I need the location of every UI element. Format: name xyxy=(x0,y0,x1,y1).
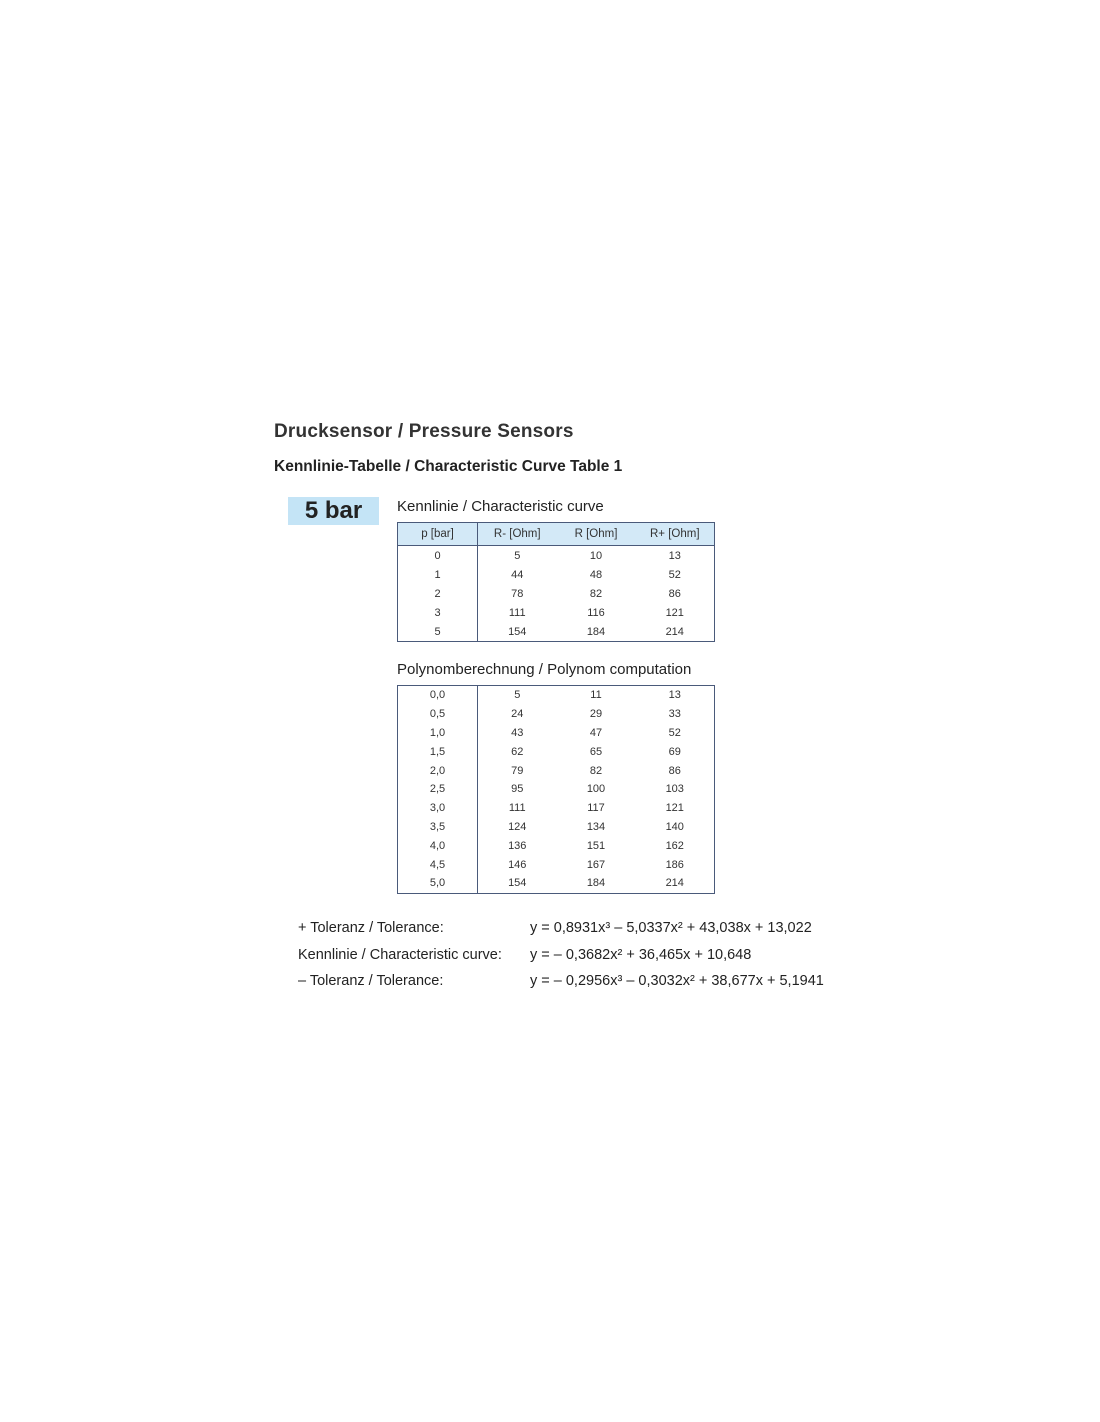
table-row: 2,0 79 82 86 xyxy=(397,761,715,780)
table-cell: 5 xyxy=(397,622,478,642)
table-row: 4,0 136 151 162 xyxy=(397,836,715,856)
table-cell: 5,0 xyxy=(397,873,478,894)
document-subtitle: Kennlinie-Tabelle / Characteristic Curve… xyxy=(274,458,623,475)
table-cell: 29 xyxy=(589,708,603,721)
table-cell: 184 xyxy=(586,877,606,890)
formula-expression: y = 0,8931x³ – 5,0337x² + 43,038x + 13,0… xyxy=(530,920,812,936)
table-row: 1 44 48 52 xyxy=(397,565,715,584)
table-cell: 134 xyxy=(586,820,606,833)
table-cell: 0,5 xyxy=(397,704,478,724)
table-cell: 3 xyxy=(397,603,478,622)
table-cell: 52 xyxy=(668,726,681,739)
table-cell: 11 xyxy=(590,689,602,702)
table-cell: 13 xyxy=(668,689,681,702)
table-cell: 13 xyxy=(668,549,681,562)
table-cell: 1 xyxy=(397,565,478,584)
table-cell: 146 xyxy=(508,858,527,871)
document-title: Drucksensor / Pressure Sensors xyxy=(274,421,574,442)
table-cell: 78 xyxy=(511,587,524,600)
table-row: 3,0 111 117 121 xyxy=(397,798,715,818)
table-cell: 44 xyxy=(511,568,524,581)
table-cell: 5 xyxy=(514,549,521,562)
table-cell: 24 xyxy=(511,708,524,721)
table-cell: 103 xyxy=(665,783,684,796)
table-cell: 154 xyxy=(508,625,527,638)
table-row: 1,0 43 47 52 xyxy=(397,723,715,743)
table-row: 1,5 62 65 69 xyxy=(397,742,715,762)
table-cell: 43 xyxy=(511,726,524,739)
table-cell: 184 xyxy=(586,625,606,638)
column-header: R- [Ohm] xyxy=(477,522,557,546)
table-cell: 82 xyxy=(589,587,603,600)
table-cell: 111 xyxy=(508,802,526,815)
table-cell: 214 xyxy=(665,625,684,638)
table-cell: 5 xyxy=(514,689,521,702)
table-row: 4,5 146 167 186 xyxy=(397,855,715,874)
table-cell: 47 xyxy=(589,726,603,739)
table-cell: 82 xyxy=(589,764,603,777)
table-cell: 2 xyxy=(397,584,478,603)
table-row: 3,5 124 134 140 xyxy=(397,817,715,837)
table-cell: 79 xyxy=(511,764,524,777)
table-cell: 167 xyxy=(586,858,606,871)
table-cell: 116 xyxy=(587,606,605,619)
table-cell: 1,5 xyxy=(397,742,478,762)
table-row: 2 78 82 86 xyxy=(397,584,715,603)
formula-label: Kennlinie / Characteristic curve: xyxy=(298,947,502,963)
table-cell: 4,5 xyxy=(397,855,478,874)
table-cell: 86 xyxy=(668,587,681,600)
table-cell: 121 xyxy=(665,606,684,619)
table-row: 0 5 10 13 xyxy=(397,545,715,565)
table-cell: 86 xyxy=(668,764,681,777)
table-cell: 48 xyxy=(589,568,603,581)
table-cell: 10 xyxy=(589,549,603,562)
table-cell: 162 xyxy=(665,839,684,852)
table-cell: 3,5 xyxy=(397,817,478,837)
column-header: R+ [Ohm] xyxy=(635,522,715,546)
table-cell: 124 xyxy=(508,820,527,833)
table-cell: 95 xyxy=(511,783,524,796)
table-header-row: p [bar] R- [Ohm] R [Ohm] R+ [Ohm] xyxy=(397,522,715,546)
table-row: 5 154 184 214 xyxy=(397,622,715,642)
table-cell: 0 xyxy=(397,545,478,565)
table-cell: 151 xyxy=(586,839,606,852)
formula-expression: y = – 0,2956x³ – 0,3032x² + 38,677x + 5,… xyxy=(530,973,824,989)
table-cell: 65 xyxy=(589,745,603,758)
polynom-table-caption: Polynomberechnung / Polynom computation xyxy=(397,661,692,678)
table-cell: 186 xyxy=(665,858,684,871)
table-row: 5,0 154 184 214 xyxy=(397,873,715,894)
table-cell: 62 xyxy=(511,745,524,758)
table-cell: 214 xyxy=(665,877,684,890)
column-header: R [Ohm] xyxy=(556,522,636,546)
column-header: p [bar] xyxy=(397,522,478,546)
table-cell: 1,0 xyxy=(397,723,478,743)
table-cell: 136 xyxy=(508,839,527,852)
characteristic-table-caption: Kennlinie / Characteristic curve xyxy=(397,498,604,515)
table-row: 2,5 95 100 103 xyxy=(397,779,715,799)
table-cell: 2,5 xyxy=(397,779,478,799)
pressure-range-badge: 5 bar xyxy=(288,497,379,525)
table-cell: 3,0 xyxy=(397,798,478,818)
formula-expression: y = – 0,3682x² + 36,465x + 10,648 xyxy=(530,947,752,963)
table-cell: 2,0 xyxy=(397,761,478,780)
table-cell: 154 xyxy=(508,877,527,890)
table-cell: 69 xyxy=(668,745,681,758)
table-cell: 117 xyxy=(587,802,605,815)
table-cell: 100 xyxy=(586,783,606,796)
characteristic-table: p [bar] R- [Ohm] R [Ohm] R+ [Ohm] 0 5 10 13 1 44… xyxy=(397,522,715,642)
table-cell: 140 xyxy=(665,820,684,833)
table-cell: 4,0 xyxy=(397,836,478,856)
table-cell: 33 xyxy=(668,708,681,721)
table-cell: 0,0 xyxy=(397,685,478,705)
table-row: 0,0 5 11 13 xyxy=(397,685,715,705)
table-cell: 111 xyxy=(508,606,526,619)
table-cell: 121 xyxy=(665,802,684,815)
formula-label: + Toleranz / Tolerance: xyxy=(298,920,444,936)
table-row: 3 111 116 121 xyxy=(397,603,715,622)
polynom-table: 0,0 5 11 13 0,5 24 29 33 1,0 43 47 52 1,5 62 65 69 2,0 79… xyxy=(397,685,715,894)
table-row: 0,5 24 29 33 xyxy=(397,704,715,724)
table-cell: 52 xyxy=(668,568,681,581)
formula-label: – Toleranz / Tolerance: xyxy=(298,973,444,989)
